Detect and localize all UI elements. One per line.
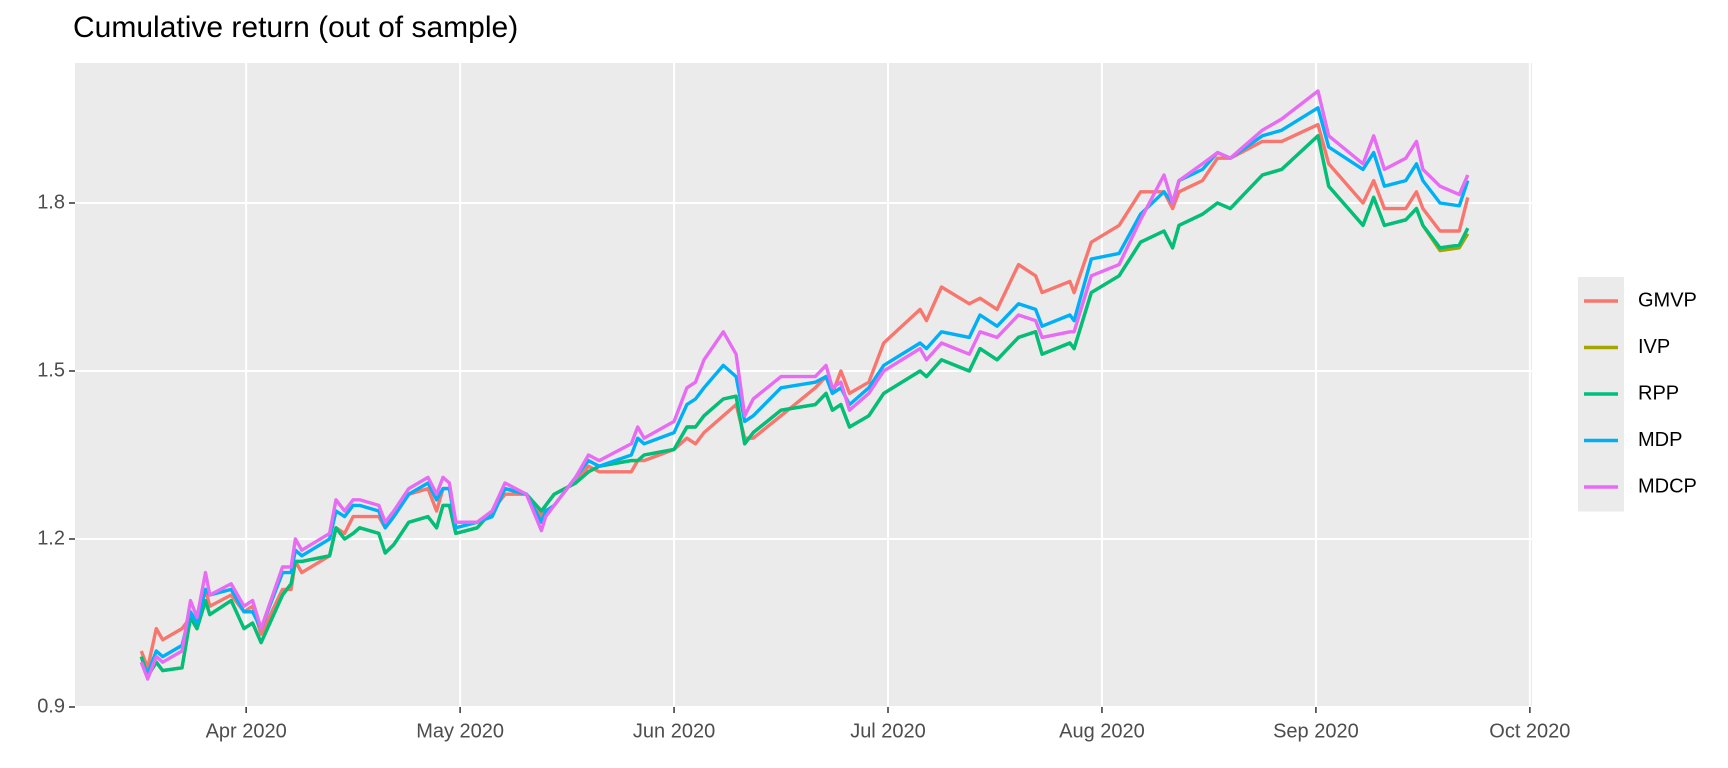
x-tick-label: Oct 2020 bbox=[1489, 720, 1570, 742]
series-line bbox=[139, 89, 1470, 681]
x-tick-label: Aug 2020 bbox=[1059, 720, 1145, 742]
chart-title: Cumulative return (out of sample) bbox=[73, 11, 518, 44]
x-tick-label: Sep 2020 bbox=[1273, 720, 1359, 742]
legend-label: GMVP bbox=[1638, 289, 1697, 311]
legend-label: IVP bbox=[1638, 336, 1670, 358]
lines bbox=[139, 89, 1470, 681]
legend-label: MDP bbox=[1638, 429, 1682, 451]
x-tick-label: Jun 2020 bbox=[633, 720, 715, 742]
grid bbox=[75, 63, 1532, 708]
y-tick-label: 1.2 bbox=[37, 527, 65, 549]
legend-label: RPP bbox=[1638, 382, 1679, 404]
x-tick-label: Apr 2020 bbox=[206, 720, 287, 742]
y-tick-label: 0.9 bbox=[37, 695, 65, 717]
y-tick-label: 1.5 bbox=[37, 359, 65, 381]
series-line bbox=[139, 106, 1470, 676]
series-line bbox=[139, 122, 1470, 670]
legend: GMVP IVP RPP MDP MDCP bbox=[1578, 277, 1697, 512]
y-tick-label: 1.8 bbox=[37, 191, 65, 213]
legend-label: MDCP bbox=[1638, 475, 1697, 497]
x-tick-label: Jul 2020 bbox=[850, 720, 926, 742]
x-tick-label: May 2020 bbox=[416, 720, 504, 742]
series-line bbox=[139, 134, 1470, 678]
